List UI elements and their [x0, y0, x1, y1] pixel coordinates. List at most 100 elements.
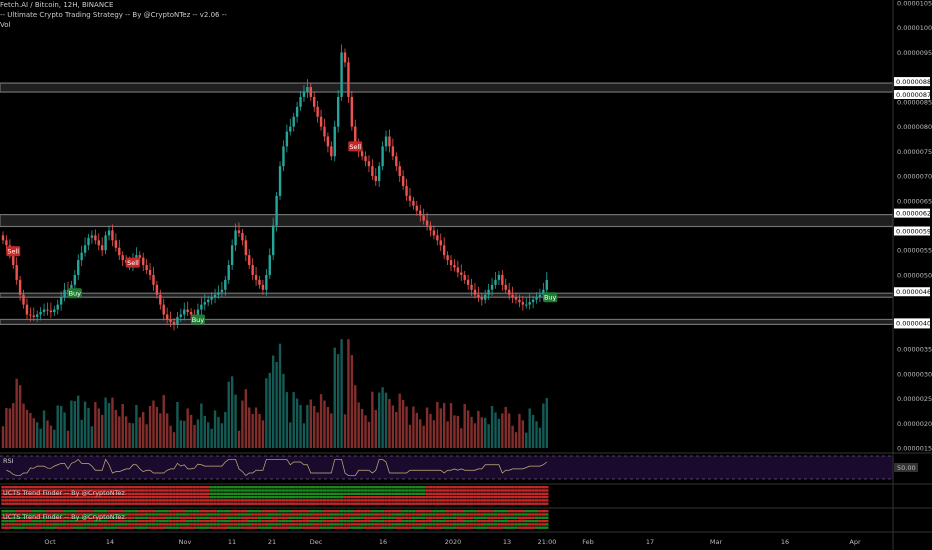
- trend-cell: [404, 492, 409, 495]
- trend-cell: [456, 513, 460, 516]
- trend-cell: [28, 495, 33, 499]
- trend-cell: [144, 523, 149, 526]
- trend-cell: [404, 523, 409, 526]
- candle-body: [309, 87, 312, 97]
- trend-cell: [230, 513, 234, 516]
- volume-bar: [97, 408, 100, 448]
- trend-cell: [480, 499, 484, 502]
- trend-cell: [35, 486, 39, 489]
- trend-cell: [192, 502, 197, 505]
- trend-cell: [387, 499, 392, 502]
- trend-cell: [131, 495, 135, 499]
- volume-bar: [80, 419, 83, 448]
- trend-cell: [439, 492, 443, 495]
- trend-cell: [315, 516, 320, 519]
- trend-cell: [377, 519, 381, 523]
- trend-cell: [254, 486, 258, 489]
- trend-cell: [476, 486, 481, 489]
- trend-cell: [493, 526, 498, 529]
- trend-cell: [49, 516, 53, 519]
- candle-body: [145, 265, 148, 270]
- trend-cell: [459, 502, 463, 505]
- trend-cell: [298, 492, 303, 495]
- trend-cell: [52, 523, 56, 526]
- trend-cell: [52, 489, 56, 492]
- trend-cell: [527, 526, 532, 529]
- trend-cell: [182, 486, 186, 489]
- trend-cell: [199, 495, 204, 499]
- trend-cell: [421, 523, 426, 526]
- rsi-level-box: [894, 463, 918, 472]
- trend-cell: [103, 513, 108, 516]
- volume-bar: [152, 400, 155, 448]
- trend-cell: [117, 526, 121, 529]
- volume-bar: [398, 393, 401, 448]
- trend-cell: [117, 495, 121, 499]
- trend-cell: [463, 523, 467, 526]
- trend-cell: [401, 486, 405, 489]
- trend-cell: [401, 516, 405, 519]
- trend-cell: [66, 526, 70, 529]
- volume-bar: [155, 406, 159, 448]
- trend-cell: [387, 523, 392, 526]
- trend-cell: [281, 516, 286, 519]
- trend-cell: [45, 526, 50, 529]
- trend-cell: [288, 502, 292, 505]
- trend-cell: [268, 526, 272, 529]
- trend-cell: [11, 492, 15, 495]
- trend-cell: [428, 495, 433, 499]
- trend-cell: [504, 495, 508, 499]
- trend-cell: [151, 502, 156, 505]
- trend-cell: [473, 516, 477, 519]
- trend-cell: [404, 510, 409, 513]
- trend-cell: [339, 510, 344, 513]
- trend-cell: [367, 513, 371, 516]
- trend-cell: [281, 489, 286, 492]
- candle-body: [271, 225, 275, 256]
- trend-cell: [90, 486, 94, 489]
- trend-cell: [134, 519, 139, 523]
- trend-cell: [531, 526, 535, 529]
- trend-cell: [411, 486, 416, 489]
- trend-cell: [353, 526, 357, 529]
- trend-cell: [175, 486, 180, 489]
- trend-cell: [336, 513, 340, 516]
- trend-cell: [442, 502, 446, 505]
- trend-cell: [363, 492, 368, 495]
- candle-body: [169, 319, 172, 322]
- trend-cell: [319, 486, 323, 489]
- trend-cell: [168, 526, 173, 529]
- trend-cell: [268, 510, 272, 513]
- volume-bar: [265, 378, 268, 448]
- volume-bar: [289, 422, 292, 448]
- trend-cell: [223, 492, 227, 495]
- volume-bar: [227, 381, 230, 448]
- trend-cell: [428, 510, 433, 513]
- trend-cell: [151, 492, 156, 495]
- trend-cell: [333, 516, 337, 519]
- trend-cell: [384, 499, 388, 502]
- trend-cell: [415, 523, 419, 526]
- trend-cell: [28, 492, 33, 495]
- trend-cell: [435, 499, 440, 502]
- volume-bar: [248, 407, 251, 448]
- trend-cell: [244, 495, 248, 499]
- trend-cell: [401, 519, 405, 523]
- trend-cell: [203, 516, 207, 519]
- trend-cell: [326, 523, 330, 526]
- trend-cell: [175, 523, 180, 526]
- trend-cell: [110, 489, 115, 492]
- trend-cell: [213, 489, 217, 492]
- trend-cell: [534, 510, 539, 513]
- trend-cell: [343, 510, 347, 513]
- trend-cell: [463, 489, 467, 492]
- trend-cell: [469, 510, 474, 513]
- trend-cell: [298, 486, 303, 489]
- trend-cell: [25, 513, 29, 516]
- volume-bar: [8, 408, 12, 448]
- volume-bar: [172, 432, 176, 448]
- trend-cell: [490, 510, 494, 513]
- trend-cell: [336, 519, 340, 523]
- trend-cell: [261, 499, 265, 502]
